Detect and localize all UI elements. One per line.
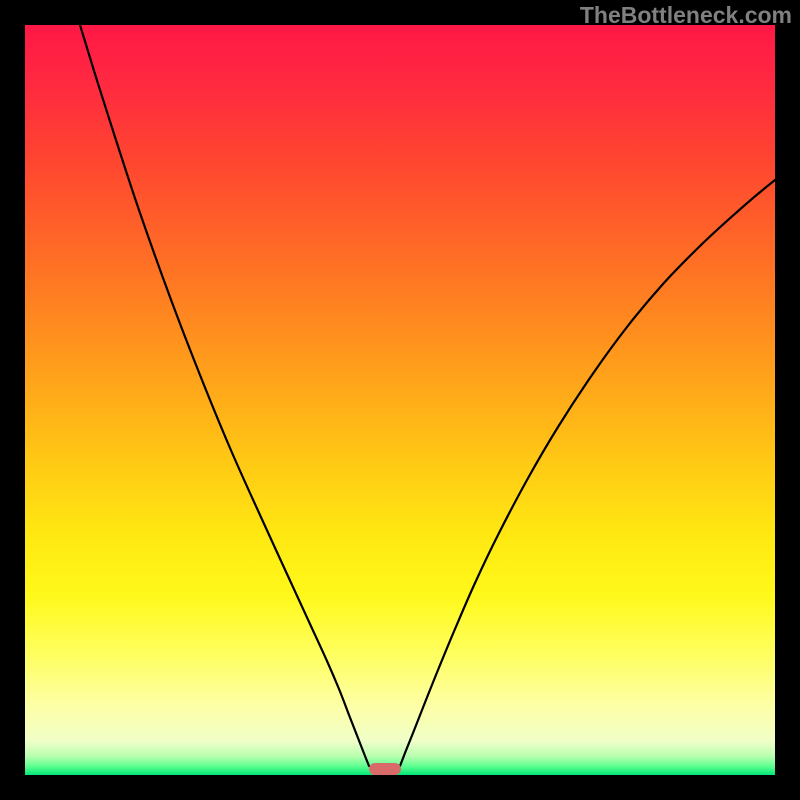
watermark-text: TheBottleneck.com [580,2,792,29]
bottleneck-curve [25,25,775,775]
chart-stage: TheBottleneck.com [0,0,800,800]
optimal-marker [369,763,401,775]
